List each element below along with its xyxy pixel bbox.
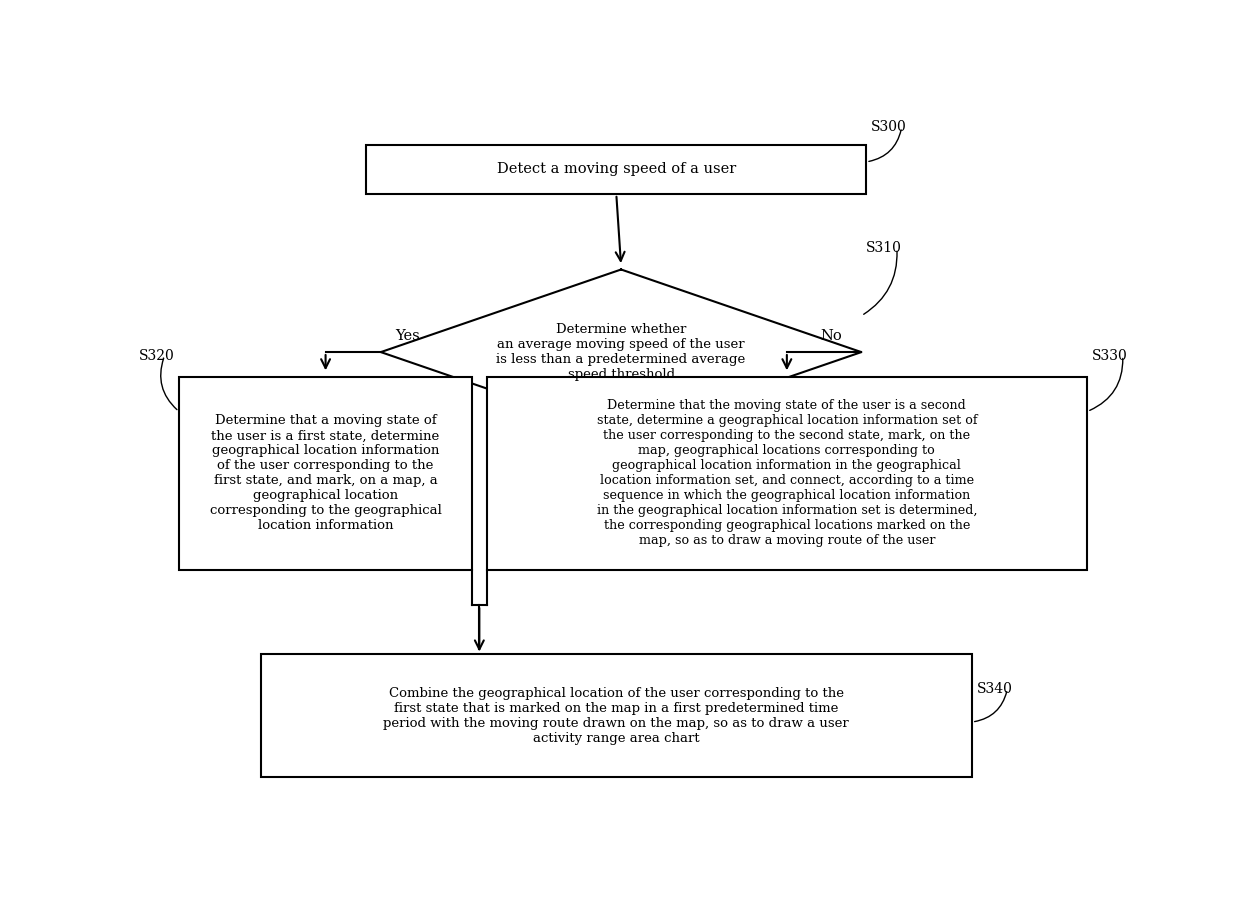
Text: Yes: Yes [396, 329, 420, 343]
Text: Detect a moving speed of a user: Detect a moving speed of a user [497, 163, 735, 176]
Text: Determine that the moving state of the user is a second
state, determine a geogr: Determine that the moving state of the u… [596, 399, 977, 548]
Text: S330: S330 [1092, 349, 1127, 362]
Text: S300: S300 [870, 121, 906, 134]
Bar [179, 377, 472, 570]
Text: S320: S320 [139, 349, 174, 362]
Text: Determine that a moving state of
the user is a first state, determine
geographic: Determine that a moving state of the use… [210, 415, 441, 532]
Bar [260, 655, 972, 778]
Text: No: No [821, 329, 842, 343]
Text: S310: S310 [866, 241, 901, 256]
Bar [367, 145, 866, 194]
Text: Combine the geographical location of the user corresponding to the
first state t: Combine the geographical location of the… [383, 687, 849, 745]
Text: Determine whether
an average moving speed of the user
is less than a predetermin: Determine whether an average moving spee… [496, 323, 745, 381]
Polygon shape [381, 269, 862, 435]
Text: S340: S340 [977, 682, 1013, 696]
Bar [486, 377, 1087, 570]
